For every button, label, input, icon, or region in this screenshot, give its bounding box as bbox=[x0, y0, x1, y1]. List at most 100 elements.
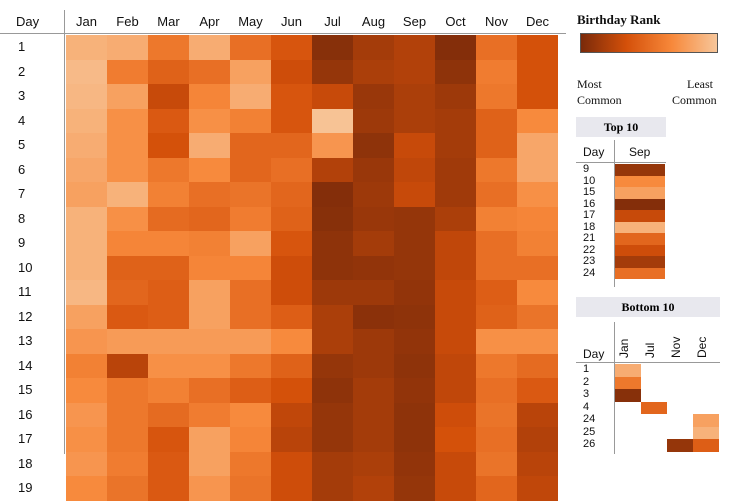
bottom10-month-header: Nov bbox=[669, 336, 683, 358]
heatmap-cell bbox=[230, 451, 271, 477]
heatmap-cell bbox=[476, 133, 517, 158]
heatmap-cell bbox=[394, 231, 435, 256]
heatmap-cell bbox=[271, 451, 312, 477]
heatmap-cell bbox=[271, 255, 312, 281]
heatmap-cell bbox=[66, 231, 107, 256]
heatmap-cell bbox=[271, 353, 312, 379]
heatmap-cell bbox=[517, 378, 558, 403]
top10-cell bbox=[615, 187, 665, 199]
heatmap-cell bbox=[107, 476, 148, 501]
heatmap-cell bbox=[517, 182, 558, 207]
column-header: May bbox=[238, 14, 263, 29]
heatmap-cell bbox=[148, 59, 189, 85]
heatmap-cell bbox=[517, 255, 558, 281]
heatmap-cell bbox=[148, 133, 189, 158]
heatmap-cell bbox=[66, 402, 107, 428]
heatmap-cell bbox=[394, 59, 435, 85]
heatmap-cell bbox=[189, 231, 230, 256]
column-header: Jun bbox=[281, 14, 302, 29]
heatmap-cell bbox=[476, 304, 517, 330]
heatmap-cell bbox=[271, 402, 312, 428]
row-label: 13 bbox=[18, 333, 33, 348]
heatmap-cell bbox=[476, 329, 517, 354]
heatmap-cell bbox=[312, 329, 353, 354]
heatmap-cell bbox=[394, 378, 435, 403]
heatmap-cell bbox=[435, 59, 476, 85]
heatmap-cell bbox=[517, 133, 558, 158]
heatmap-cell bbox=[107, 108, 148, 134]
row-label: 12 bbox=[18, 308, 33, 324]
heatmap-cell bbox=[230, 35, 271, 60]
heatmap-cell bbox=[312, 353, 353, 379]
top10-day-label: 23 bbox=[583, 255, 596, 267]
top10-cell bbox=[615, 175, 665, 187]
heatmap-cell bbox=[476, 476, 517, 501]
heatmap-cell bbox=[312, 402, 353, 428]
heatmap-cell bbox=[189, 84, 230, 109]
row-label: 2 bbox=[18, 63, 26, 79]
heatmap-cell bbox=[107, 206, 148, 232]
heatmap-cell bbox=[230, 280, 271, 305]
heatmap-cell bbox=[107, 255, 148, 281]
heatmap-cell bbox=[435, 280, 476, 305]
heatmap-cell bbox=[189, 451, 230, 477]
heatmap-cell bbox=[189, 157, 230, 183]
heatmap-cell bbox=[271, 59, 312, 85]
heatmap-cell bbox=[353, 157, 394, 183]
heatmap-cell bbox=[148, 206, 189, 232]
heatmap-cell bbox=[476, 157, 517, 183]
top10-col-line bbox=[614, 140, 615, 287]
heatmap-cell bbox=[66, 84, 107, 109]
top10-day-header: Day bbox=[583, 145, 605, 159]
heatmap-cell bbox=[476, 280, 517, 305]
heatmap-cell bbox=[189, 427, 230, 452]
heatmap-cell bbox=[476, 353, 517, 379]
heatmap-cell bbox=[476, 451, 517, 477]
column-header: Mar bbox=[157, 14, 180, 29]
heatmap-cell bbox=[394, 280, 435, 305]
heatmap-cell bbox=[435, 304, 476, 330]
top10-cell bbox=[615, 164, 665, 176]
legend-low-label-2: Common bbox=[577, 93, 622, 107]
heatmap-cell bbox=[148, 402, 189, 428]
heatmap-cell bbox=[353, 476, 394, 501]
row-label: 4 bbox=[18, 112, 26, 128]
row-label: 11 bbox=[18, 284, 32, 299]
top10-month-header: Sep bbox=[629, 145, 651, 159]
heatmap-cell bbox=[435, 35, 476, 60]
heatmap-cell bbox=[476, 378, 517, 403]
heatmap-cell bbox=[476, 84, 517, 109]
heatmap-cell bbox=[230, 427, 271, 452]
heatmap-cell bbox=[312, 280, 353, 305]
heatmap-cell bbox=[476, 231, 517, 256]
heatmap-cell bbox=[517, 451, 558, 477]
heatmap-cell bbox=[189, 255, 230, 281]
heatmap-cell bbox=[230, 304, 271, 330]
heatmap-cell bbox=[189, 378, 230, 403]
heatmap-cell bbox=[271, 304, 312, 330]
row-label: 3 bbox=[18, 88, 26, 103]
day-column-divider bbox=[64, 10, 65, 454]
top10-day-label: 10 bbox=[583, 174, 596, 187]
heatmap-cell bbox=[394, 255, 435, 281]
heatmap-cell bbox=[230, 206, 271, 232]
heatmap-cell bbox=[271, 476, 312, 501]
heatmap-cell bbox=[312, 84, 353, 109]
bottom10-cell bbox=[641, 401, 667, 414]
top10-title: Top 10 bbox=[576, 117, 666, 137]
heatmap-cell bbox=[189, 280, 230, 305]
row-label: 1 bbox=[18, 39, 26, 54]
heatmap-cell bbox=[435, 329, 476, 354]
column-header: Sep bbox=[402, 14, 427, 29]
top10-cell bbox=[615, 233, 665, 245]
heatmap-cell bbox=[271, 108, 312, 134]
heatmap-cell bbox=[517, 329, 558, 354]
heatmap-cell bbox=[435, 476, 476, 501]
heatmap-cell bbox=[476, 255, 517, 281]
heatmap-cell bbox=[435, 133, 476, 158]
heatmap-cell bbox=[271, 329, 312, 354]
heatmap-cell bbox=[230, 231, 271, 256]
heatmap-cell bbox=[271, 231, 312, 256]
heatmap-cell bbox=[148, 353, 189, 379]
heatmap-cell bbox=[107, 353, 148, 379]
